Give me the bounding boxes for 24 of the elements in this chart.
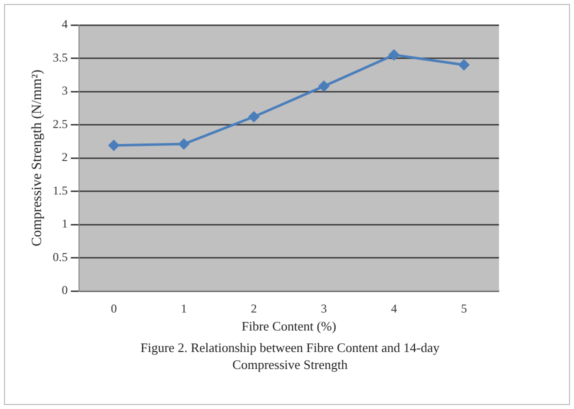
y-tick-label: 2.5 (52, 116, 68, 131)
x-axis-title: Fibre Content (%) (242, 318, 336, 334)
y-tick-label: 0 (62, 283, 68, 298)
caption: Figure 2. Relationship between Fibre Content and 14-day Compressive Strength (140, 339, 440, 373)
point (248, 112, 260, 122)
y-tick-label: 0.5 (52, 250, 68, 264)
x-tick-label: 5 (460, 301, 467, 316)
x-tick-label: 0 (110, 301, 117, 316)
point (458, 60, 470, 70)
y-axis-title: Compressive Strength (N/mm²) (30, 69, 46, 246)
y-tick-label: 2 (62, 150, 68, 164)
point (388, 50, 400, 60)
y-tick-label: 1 (62, 216, 68, 231)
y-tick-label: 1.5 (52, 183, 68, 198)
point (108, 140, 120, 151)
x-tick-label: 3 (320, 301, 327, 316)
x-tick-label: 4 (390, 301, 397, 316)
y-tick-label: 4 (62, 17, 68, 32)
y-tick-label: 3 (62, 84, 68, 98)
x-tick-label: 1 (180, 301, 187, 316)
y-tick-label: 3.5 (52, 50, 68, 64)
x-tick-label: 2 (250, 301, 257, 316)
point (318, 80, 330, 92)
point (178, 138, 190, 150)
